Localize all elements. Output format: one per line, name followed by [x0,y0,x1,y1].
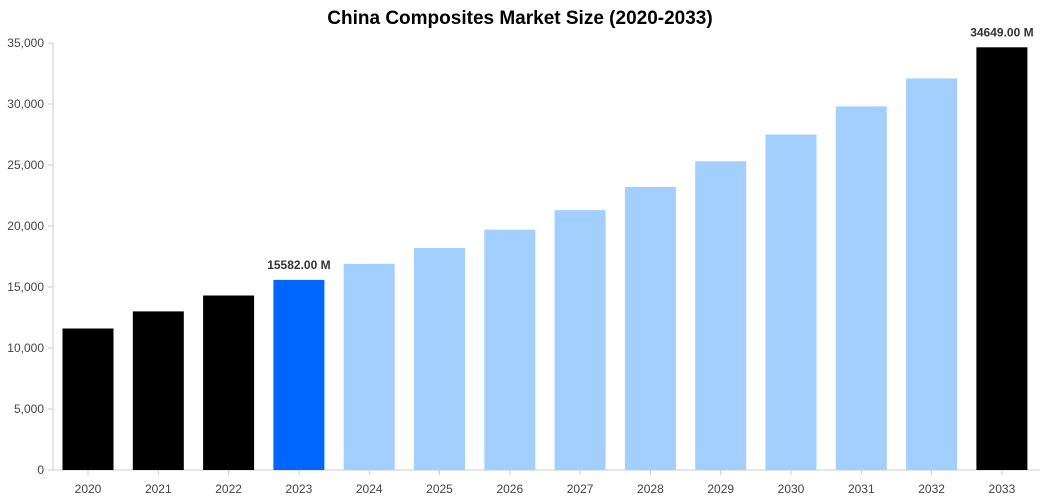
bar-2031 [835,106,887,471]
x-tick-label: 2031 [848,482,875,496]
bar-2025 [414,248,465,470]
bar-2024 [343,263,395,470]
y-tick-label: 15,000 [7,280,44,294]
bar-2030 [765,134,817,470]
x-tick-label: 2021 [145,482,172,496]
x-tick-label: 2029 [707,482,734,496]
x-tick-label: 2020 [75,482,102,496]
y-tick-label: 0 [37,463,44,477]
bar-2026 [484,229,536,470]
bar-2022 [203,295,255,470]
x-tick-label: 2022 [215,482,242,496]
x-tick-label: 2026 [496,482,523,496]
y-tick-label: 30,000 [7,97,44,111]
bar-2023 [273,279,325,470]
x-tick-label: 2028 [637,482,664,496]
y-tick-label: 10,000 [7,341,44,355]
bar-2027 [554,210,606,470]
x-tick-label: 2033 [989,482,1016,496]
x-axis: 2020 2021 2022 2023 2024 2025 2026 2027 2028 2029… [53,469,1040,496]
bar-2028 [624,187,676,470]
bar-2033 [976,47,1028,471]
y-tick-label: 25,000 [7,158,44,172]
y-axis: 0 5,000 10,000 15,000 20,000 25,000 30,000 35,0… [7,36,54,477]
x-tick-label: 2032 [918,482,945,496]
x-tick-label: 2030 [778,482,805,496]
bar-2020 [62,328,114,470]
y-tick-label: 20,000 [7,219,44,233]
chart-title: China Composites Market Size (2020-2033) [327,8,713,29]
bar-2032 [906,78,958,471]
x-tick-label: 2023 [286,482,313,496]
data-label: 15582.00 M [267,258,330,272]
x-tick-label: 2027 [567,482,594,496]
x-tick-label: 2024 [356,482,383,496]
bar-2029 [695,161,747,471]
bar-2021 [132,311,184,470]
data-label: 34649.00 M [970,25,1033,39]
y-tick-label: 5,000 [14,402,44,416]
y-tick-label: 35,000 [7,36,44,50]
bars [62,47,1028,471]
data-labels: 15582.00 M 34649.00 M [267,25,1033,272]
x-tick-label: 2025 [426,482,453,496]
